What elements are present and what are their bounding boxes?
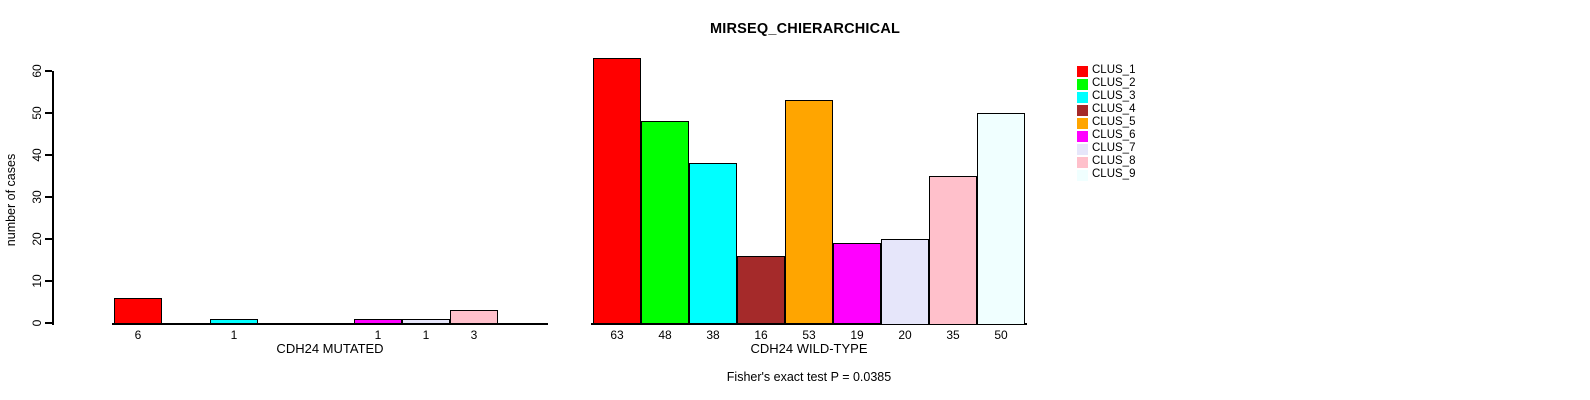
bar-value-cdh24-wild-type-clus-6: 19 bbox=[850, 328, 864, 342]
legend-label-clus-3: CLUS_3 bbox=[1092, 90, 1136, 102]
y-tick-label-10: 10 bbox=[30, 274, 44, 288]
y-axis-line bbox=[52, 71, 54, 325]
bar-cdh24-wild-type-clus-5 bbox=[785, 100, 833, 325]
legend-swatch-clus-1 bbox=[1077, 66, 1088, 77]
bar-cdh24-wild-type-clus-4 bbox=[737, 255, 785, 325]
legend-label-clus-5: CLUS_5 bbox=[1092, 116, 1136, 128]
bar-value-cdh24-wild-type-clus-9: 50 bbox=[994, 328, 1008, 342]
bar-cdh24-mutated-clus-8 bbox=[450, 310, 498, 325]
bar-value-cdh24-mutated-clus-8: 3 bbox=[470, 328, 478, 342]
bar-cdh24-wild-type-clus-2 bbox=[641, 121, 689, 325]
legend-swatch-clus-6 bbox=[1077, 131, 1088, 142]
bar-value-cdh24-wild-type-clus-7: 20 bbox=[898, 328, 912, 342]
y-tick-label-20: 20 bbox=[30, 232, 44, 246]
legend-label-clus-7: CLUS_7 bbox=[1092, 142, 1136, 154]
bar-cdh24-mutated-clus-7 bbox=[402, 318, 450, 325]
y-tick-20 bbox=[45, 238, 52, 240]
y-tick-40 bbox=[45, 154, 52, 156]
bar-cdh24-wild-type-clus-9 bbox=[977, 113, 1025, 325]
bar-value-cdh24-mutated-clus-1: 6 bbox=[134, 328, 142, 342]
bar-value-cdh24-mutated-clus-3: 1 bbox=[230, 328, 238, 342]
y-tick-label-0: 0 bbox=[30, 319, 44, 327]
bar-value-cdh24-wild-type-clus-1: 63 bbox=[610, 328, 624, 342]
bar-cdh24-wild-type-clus-3 bbox=[689, 163, 737, 325]
bar-cdh24-wild-type-clus-7 bbox=[881, 239, 929, 325]
legend-swatch-clus-2 bbox=[1077, 79, 1088, 90]
y-tick-label-50: 50 bbox=[30, 106, 44, 120]
y-tick-label-40: 40 bbox=[30, 148, 44, 162]
bar-value-cdh24-wild-type-clus-4: 16 bbox=[754, 328, 768, 342]
legend-swatch-clus-3 bbox=[1077, 92, 1088, 103]
y-tick-label-30: 30 bbox=[30, 190, 44, 204]
legend-label-clus-2: CLUS_2 bbox=[1092, 77, 1136, 89]
bar-cdh24-wild-type-clus-6 bbox=[833, 243, 881, 325]
bar-value-cdh24-wild-type-clus-3: 38 bbox=[706, 328, 720, 342]
bar-value-cdh24-wild-type-clus-8: 35 bbox=[946, 328, 960, 342]
chart-title: MIRSEQ_CHIERARCHICAL bbox=[709, 21, 901, 37]
bar-cdh24-mutated-clus-6 bbox=[354, 318, 402, 325]
legend-swatch-clus-8 bbox=[1077, 157, 1088, 168]
x-axis-title-cdh24-mutated: CDH24 MUTATED bbox=[276, 341, 384, 356]
legend-swatch-clus-9 bbox=[1077, 170, 1088, 181]
fisher-test-annotation: Fisher's exact test P = 0.0385 bbox=[726, 370, 892, 384]
bar-value-cdh24-mutated-clus-7: 1 bbox=[422, 328, 430, 342]
x-axis-line-cdh24-mutated bbox=[112, 323, 548, 325]
legend-label-clus-8: CLUS_8 bbox=[1092, 155, 1136, 167]
x-axis-title-cdh24-wild-type: CDH24 WILD-TYPE bbox=[750, 341, 868, 356]
bar-cdh24-mutated-clus-1 bbox=[114, 297, 162, 325]
legend-label-clus-9: CLUS_9 bbox=[1092, 168, 1136, 180]
bar-cdh24-wild-type-clus-8 bbox=[929, 176, 977, 325]
y-tick-10 bbox=[45, 280, 52, 282]
bar-value-cdh24-wild-type-clus-5: 53 bbox=[802, 328, 816, 342]
y-tick-0 bbox=[45, 322, 52, 324]
legend-swatch-clus-4 bbox=[1077, 105, 1088, 116]
legend-label-clus-1: CLUS_1 bbox=[1092, 64, 1136, 76]
y-tick-label-60: 60 bbox=[30, 64, 44, 78]
y-tick-50 bbox=[45, 112, 52, 114]
bar-value-cdh24-wild-type-clus-2: 48 bbox=[658, 328, 672, 342]
y-tick-30 bbox=[45, 196, 52, 198]
bar-cdh24-wild-type-clus-1 bbox=[593, 58, 641, 325]
y-tick-60 bbox=[45, 70, 52, 72]
legend-swatch-clus-7 bbox=[1077, 144, 1088, 155]
y-axis-label: number of cases bbox=[4, 153, 18, 247]
legend-label-clus-4: CLUS_4 bbox=[1092, 103, 1136, 115]
bar-value-cdh24-mutated-clus-6: 1 bbox=[374, 328, 382, 342]
bar-cdh24-mutated-clus-3 bbox=[210, 318, 258, 325]
legend-label-clus-6: CLUS_6 bbox=[1092, 129, 1136, 141]
legend-swatch-clus-5 bbox=[1077, 118, 1088, 129]
